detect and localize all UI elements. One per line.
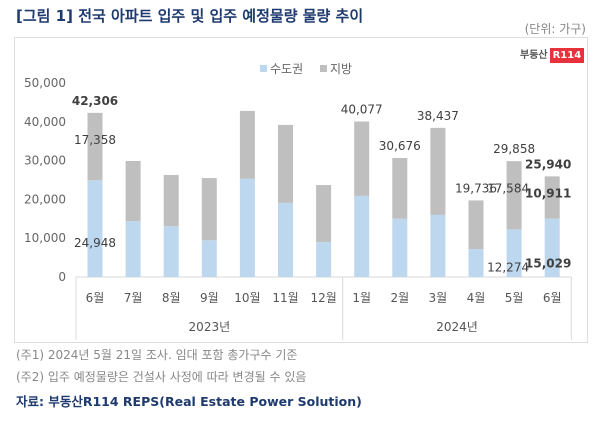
legend-label-metro: 수도권	[270, 62, 303, 76]
bar-local	[468, 200, 484, 250]
bar-local	[544, 176, 560, 219]
bar-metro	[392, 218, 408, 277]
data-label-metro: 12,274	[487, 260, 529, 274]
note-1: (주1) 2024년 5월 21일 조사. 임대 포함 총가구수 기준	[16, 348, 298, 362]
legend-swatch-metro	[260, 65, 267, 72]
y-tick-label: 40,000	[24, 115, 66, 129]
data-label-metro: 15,029	[525, 257, 571, 271]
bar-metro	[506, 229, 522, 277]
chart-frame	[14, 37, 588, 343]
bar-local	[125, 160, 141, 222]
year-label: 2024년	[436, 320, 478, 334]
data-label-total: 25,940	[525, 157, 571, 171]
logo: 부동산 R114	[520, 46, 585, 63]
data-label-total: 30,676	[379, 139, 421, 153]
bar-local	[316, 185, 332, 243]
y-tick-label: 20,000	[24, 192, 66, 206]
legend-label-local: 지방	[330, 62, 352, 76]
bar-metro	[239, 178, 255, 277]
unit-label: (단위: 가구)	[524, 22, 586, 36]
data-label-total: 38,437	[417, 109, 459, 123]
x-tick-label: 12월	[310, 291, 336, 305]
bar-local	[163, 174, 179, 227]
bar-local	[278, 124, 293, 203]
bar-metro	[354, 195, 370, 277]
bar-local	[354, 121, 370, 196]
chart: 0 10,000 20,000 30,000 40,000 50,000 수도권 지방 6월 7월…	[24, 62, 572, 340]
x-tick-label: 1월	[352, 291, 371, 305]
source: 자료: 부동산R114 REPS(Real Estate Power Solut…	[16, 394, 362, 409]
bar-local	[201, 178, 217, 241]
x-tick-label: 5월	[505, 291, 524, 305]
bar-metro	[163, 226, 179, 277]
bar-metro	[468, 249, 484, 277]
data-label-local: 17,358	[74, 133, 116, 147]
legend-swatch-local	[320, 65, 327, 72]
x-tick-label: 7월	[124, 291, 143, 305]
bar-metro	[544, 218, 560, 277]
bar-local	[430, 127, 446, 215]
x-tick-label: 2월	[390, 291, 409, 305]
bar-metro	[125, 221, 141, 277]
bar-local	[239, 110, 255, 179]
x-tick-label: 4월	[467, 291, 486, 305]
data-label-metro: 24,948	[74, 236, 116, 250]
x-tick-label: 11월	[272, 291, 298, 305]
x-tick-label: 6월	[543, 291, 562, 305]
data-label-local: 17,584	[487, 181, 529, 195]
x-tick-label: 3월	[429, 291, 448, 305]
y-tick-label: 0	[58, 270, 66, 284]
x-tick-label: 8월	[162, 291, 181, 305]
logo-text: 부동산	[520, 50, 548, 61]
bar-local	[392, 157, 408, 219]
note-2: (주2) 입주 예정물량은 건설사 사정에 따라 변경될 수 있음	[16, 370, 307, 384]
y-tick-label: 30,000	[24, 154, 66, 168]
data-label-total: 42,306	[72, 94, 118, 108]
bar-metro	[430, 214, 446, 277]
y-tick-label: 10,000	[24, 231, 66, 245]
logo-badge: R114	[549, 48, 585, 63]
bar-local	[87, 112, 103, 181]
bar-metro	[87, 180, 103, 277]
bar-local	[506, 161, 522, 230]
chart-title: [그림 1] 전국 아파트 입주 및 입주 예정물량 물량 추이	[16, 7, 364, 25]
year-label: 2023년	[189, 320, 231, 334]
bar-metro	[278, 202, 293, 277]
y-tick-label: 50,000	[24, 76, 66, 90]
x-tick-label: 9월	[200, 291, 219, 305]
data-label-local: 10,911	[525, 186, 571, 200]
x-tick-label: 10월	[234, 291, 260, 305]
x-tick-label: 6월	[86, 291, 105, 305]
data-label-total: 29,858	[493, 142, 535, 156]
data-label-total: 19,736	[455, 181, 497, 195]
data-label-total: 40,077	[341, 103, 383, 117]
bar-metro	[201, 240, 217, 277]
bar-metro	[316, 242, 332, 277]
